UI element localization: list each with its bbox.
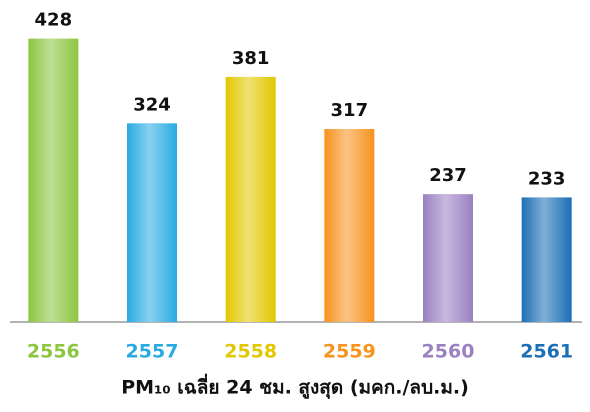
value-label: 324 [133,94,171,115]
bar-sheen [324,129,375,322]
value-label: 233 [528,168,566,189]
value-label: 237 [429,165,467,186]
value-label: 381 [232,48,270,69]
bar-sheen [521,197,572,322]
value-label: 317 [331,100,369,121]
x-tick-label: 2561 [520,341,573,363]
bar-sheen [28,38,79,322]
x-axis-label: PM₁₀ เฉลี่ย 24 ชม. สูงสุด (มคก./ลบ.ม.) [121,374,469,400]
x-tick-label: 2560 [422,341,475,363]
bar-sheen [225,76,276,323]
x-tick-label: 2558 [224,341,277,363]
bar-sheen [127,123,177,322]
x-tick-label: 2559 [323,341,376,363]
x-tick-label: 2556 [27,341,80,363]
x-tick-label: 2557 [126,341,179,363]
value-label: 428 [35,10,73,31]
bar-sheen [423,194,473,322]
